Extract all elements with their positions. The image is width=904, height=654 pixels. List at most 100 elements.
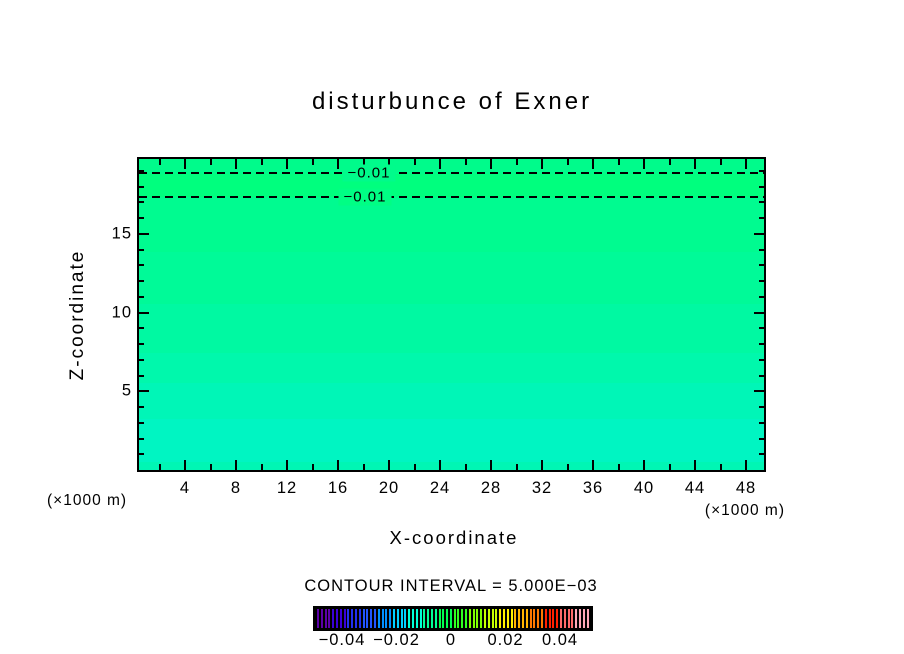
colorbar-stripe bbox=[563, 609, 566, 628]
colorbar-stripe bbox=[548, 609, 551, 628]
x-tick-bottom bbox=[362, 464, 365, 470]
z-tick-left bbox=[139, 327, 144, 330]
z-tick-left bbox=[139, 169, 144, 172]
colorbar-stripe bbox=[317, 609, 319, 628]
axis-unit-right: (×1000 m) bbox=[704, 502, 785, 519]
colorbar-stripe bbox=[506, 609, 509, 628]
x-tick-top bbox=[209, 159, 212, 165]
x-tick-bottom bbox=[235, 460, 237, 470]
x-tick-top bbox=[158, 159, 161, 165]
x-tick-top bbox=[337, 159, 339, 169]
x-tick-bottom bbox=[158, 464, 161, 470]
x-tick-bottom bbox=[745, 460, 747, 470]
fill-band bbox=[139, 252, 764, 305]
plot-fill bbox=[139, 159, 764, 471]
colorbar-stripe bbox=[518, 609, 521, 628]
colorbar-tick-label: −0.02 bbox=[373, 631, 420, 649]
x-tick-bottom bbox=[184, 460, 186, 470]
colorbar-stripe bbox=[495, 609, 498, 628]
z-tick-left bbox=[139, 217, 144, 219]
colorbar-stripe bbox=[423, 609, 426, 628]
colorbar-stripe bbox=[453, 609, 456, 628]
colorbar-stripe bbox=[457, 609, 460, 628]
z-tick-right bbox=[759, 201, 764, 204]
z-tick-right bbox=[759, 374, 764, 377]
colorbar-stripe bbox=[575, 609, 578, 628]
z-tick-left bbox=[139, 248, 144, 251]
x-tick-label: 4 bbox=[179, 479, 191, 497]
x-tick-label: 48 bbox=[735, 479, 757, 497]
x-tick-bottom bbox=[311, 464, 314, 470]
colorbar-stripe bbox=[582, 609, 585, 628]
x-tick-top bbox=[464, 159, 467, 165]
fill-band bbox=[139, 304, 764, 354]
z-tick-right bbox=[759, 280, 764, 282]
x-tick-top bbox=[617, 159, 620, 165]
x-tick-label: 28 bbox=[480, 479, 502, 497]
z-tick-left bbox=[139, 406, 144, 408]
colorbar-tick-label: 0.04 bbox=[541, 631, 579, 649]
x-tick-bottom bbox=[566, 464, 569, 470]
x-tick-top bbox=[260, 159, 263, 165]
x-tick-top bbox=[362, 159, 365, 165]
colorbar-stripe bbox=[438, 609, 441, 628]
colorbar-stripe bbox=[320, 609, 323, 628]
colorbar-stripe bbox=[514, 609, 517, 628]
colorbar-stripe bbox=[544, 609, 547, 628]
z-tick-left bbox=[139, 421, 144, 424]
colorbar-stripe bbox=[533, 609, 536, 628]
x-tick-top bbox=[413, 159, 416, 165]
colorbar-stripe bbox=[560, 609, 562, 628]
y-tick-label: 5 bbox=[121, 381, 132, 400]
contour-line bbox=[139, 196, 764, 198]
x-tick-bottom bbox=[413, 464, 416, 470]
z-tick-left bbox=[139, 232, 149, 235]
z-tick-right bbox=[759, 406, 764, 408]
x-tick-top bbox=[566, 159, 569, 165]
x-tick-bottom bbox=[260, 464, 263, 470]
colorbar-tick-label: 0.02 bbox=[487, 631, 524, 649]
colorbar-stripe bbox=[491, 609, 494, 628]
colorbar-stripe bbox=[351, 609, 354, 628]
colorbar-stripe bbox=[354, 609, 357, 628]
colorbar-stripe bbox=[537, 609, 540, 628]
x-tick-top bbox=[719, 159, 722, 165]
colorbar-stripe bbox=[468, 609, 471, 628]
z-tick-right bbox=[754, 311, 764, 314]
y-axis-title: Z-coordinate bbox=[67, 249, 88, 381]
colorbar-stripe bbox=[476, 609, 479, 628]
colorbar-stripe bbox=[449, 609, 452, 628]
colorbar-stripe bbox=[396, 609, 399, 628]
x-tick-label: 16 bbox=[327, 479, 349, 497]
x-tick-bottom bbox=[209, 464, 212, 470]
x-tick-top bbox=[439, 159, 441, 169]
colorbar-tick-label: −0.04 bbox=[318, 631, 366, 649]
z-tick-right bbox=[759, 264, 764, 267]
colorbar-stripe bbox=[461, 609, 464, 628]
x-tick-top bbox=[745, 159, 747, 169]
colorbar-stripe bbox=[578, 609, 581, 628]
x-tick-label: 40 bbox=[633, 479, 655, 497]
colorbar-stripe bbox=[358, 609, 361, 628]
colorbar-stripe bbox=[400, 609, 403, 628]
colorbar-stripe bbox=[556, 609, 559, 628]
z-tick-right bbox=[759, 185, 764, 188]
colorbar-stripe bbox=[370, 609, 373, 628]
fill-band bbox=[139, 196, 764, 253]
z-tick-right bbox=[759, 437, 764, 440]
x-tick-bottom bbox=[388, 460, 390, 470]
z-tick-right bbox=[759, 453, 764, 456]
colorbar-stripe bbox=[335, 609, 338, 628]
x-tick-top bbox=[286, 159, 288, 169]
colorbar-stripe bbox=[480, 609, 483, 628]
colorbar-stripe bbox=[373, 609, 376, 628]
x-tick-bottom bbox=[694, 460, 696, 470]
colorbar-stripe bbox=[381, 609, 384, 628]
x-tick-bottom bbox=[617, 464, 620, 470]
x-tick-bottom bbox=[541, 460, 543, 470]
z-tick-left bbox=[139, 374, 144, 377]
colorbar-stripe bbox=[434, 609, 437, 628]
fill-band bbox=[139, 418, 764, 463]
colorbar-stripe bbox=[472, 609, 475, 628]
